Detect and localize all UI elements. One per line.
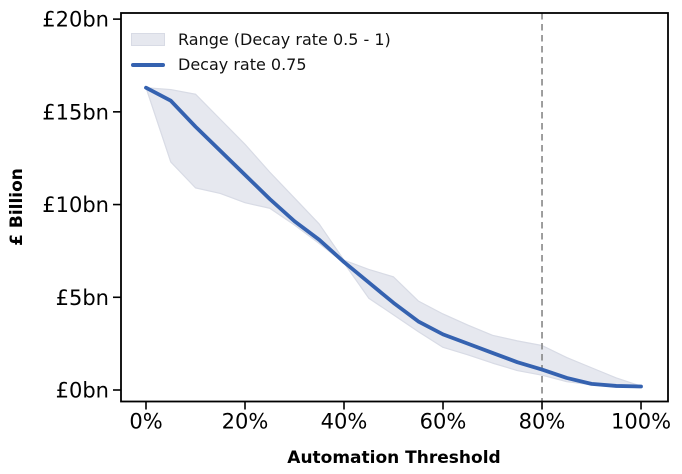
x-tick-label: 100% <box>611 410 671 434</box>
x-axis-label: Automation Threshold <box>287 448 500 468</box>
y-tick-label: £5bn <box>56 286 109 310</box>
line-swatch-icon <box>131 62 165 67</box>
range-band-layer <box>145 87 642 388</box>
x-tick-label: 80% <box>519 410 566 434</box>
legend-label-range: Range (Decay rate 0.5 - 1) <box>178 30 391 49</box>
y-tick-label: £15bn <box>42 100 109 124</box>
plot-border <box>120 12 669 403</box>
range-band-swatch-icon <box>131 33 165 46</box>
x-tick-label: 60% <box>420 410 467 434</box>
y-tick-label: £0bn <box>56 379 109 403</box>
legend-entry-range: Range (Decay rate 0.5 - 1) <box>131 27 391 52</box>
x-tick-label: 0% <box>129 410 162 434</box>
x-tick-label: 40% <box>321 410 368 434</box>
legend-label-line: Decay rate 0.75 <box>178 55 307 74</box>
legend: Range (Decay rate 0.5 - 1) Decay rate 0.… <box>131 27 391 77</box>
y-axis-label: £ Billion <box>7 168 27 246</box>
y-tick-label: £20bn <box>42 8 109 32</box>
x-tick-label: 20% <box>222 410 269 434</box>
decay-line <box>144 85 643 389</box>
legend-entry-line: Decay rate 0.75 <box>131 52 391 77</box>
y-tick-label: £10bn <box>42 193 109 217</box>
series-line-layer <box>144 85 643 389</box>
axes-layer: £0bn £5bn £10bn £15bn £20bn 0% 20% 40% 60% 80% 100… <box>42 8 671 434</box>
range-band <box>145 87 642 388</box>
